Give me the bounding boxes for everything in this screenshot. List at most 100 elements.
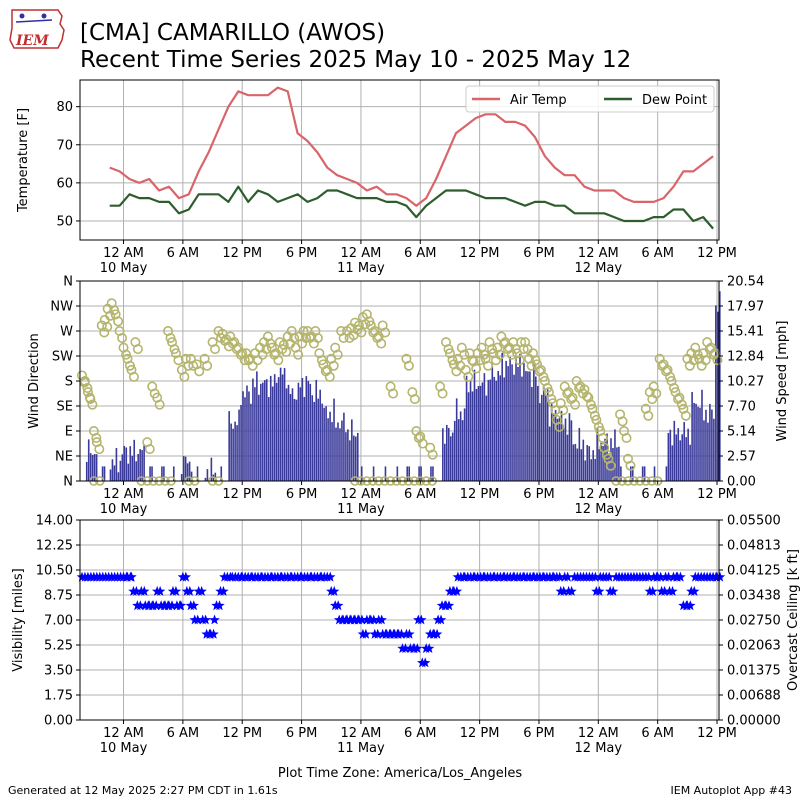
visibility-point — [604, 571, 615, 582]
app-note: IEM Autoplot App #43 — [671, 784, 793, 797]
wind-speed-bar — [533, 364, 535, 481]
wind-speed-bar — [406, 466, 409, 481]
x-tick-label: 6 PM — [523, 246, 554, 261]
y-tick-label: SW — [52, 350, 73, 365]
visibility-point — [332, 600, 344, 611]
visibility-point — [689, 585, 700, 596]
wind-direction-point — [179, 371, 190, 382]
x-tick-label: 6 AM — [404, 246, 437, 261]
wind-speed-bar — [240, 404, 242, 481]
wind-direction-point — [437, 388, 448, 399]
wind-speed-bar — [163, 466, 165, 481]
wind-speed-bar — [453, 420, 456, 481]
y2-tick-label: 0.02063 — [727, 639, 781, 654]
wind-speed-bar — [101, 466, 104, 481]
visibility-point — [558, 585, 569, 596]
wind-speed-bar — [554, 409, 557, 481]
wind-speed-bar — [669, 429, 672, 481]
wind-direction-point — [494, 349, 505, 360]
wind-direction-point — [558, 405, 569, 416]
wind-direction-point — [87, 399, 98, 410]
wind-speed-bar — [558, 417, 561, 481]
wind-speed-bar — [250, 403, 252, 481]
y2-tick-label: 12.84 — [727, 350, 764, 365]
wind-direction-point — [617, 416, 628, 427]
wind-speed-bar — [232, 428, 234, 481]
wind-speed-bar — [246, 385, 248, 481]
wind-speed-bar — [455, 398, 458, 481]
wind-speed-bar — [396, 466, 399, 481]
wind-speed-bar — [277, 377, 280, 481]
visibility-point — [451, 585, 463, 596]
wind-speed-bar — [527, 371, 529, 481]
wind-direction-point — [239, 355, 250, 366]
wind-speed-bar — [519, 353, 521, 481]
y-tick-label: 50 — [56, 214, 73, 229]
wind-speed-bar — [339, 428, 341, 481]
wind-speed-bar — [562, 427, 565, 481]
visibility-point — [643, 571, 654, 582]
wind-speed-bar — [693, 402, 695, 481]
y2-tick-label: 0.04813 — [727, 539, 781, 554]
wind-speed-bar — [679, 440, 682, 481]
x-tick-label: 6 AM — [404, 487, 437, 502]
wind-speed-bar — [711, 409, 713, 481]
wind-speed-bar — [449, 436, 452, 481]
wind-speed-bar — [525, 371, 527, 481]
wind-speed-bar — [457, 419, 460, 481]
visibility-point — [126, 571, 137, 582]
visibility-point — [423, 643, 435, 653]
chart-legend: Air Temp Dew Point — [465, 85, 715, 113]
y-tick-label: NW — [50, 300, 73, 315]
wind-speed-bar — [495, 380, 498, 481]
y-tick-label: SE — [57, 400, 73, 415]
visibility-point — [368, 614, 379, 625]
wind-speed-bar — [535, 376, 537, 481]
wind-speed-bar — [521, 376, 523, 481]
wind-speed-bar — [697, 406, 699, 481]
x-tick-label: 12 PM — [697, 726, 737, 741]
wind-speed-bar — [610, 438, 612, 481]
wind-speed-bar — [548, 426, 551, 481]
wind-speed-bar — [491, 362, 494, 481]
wind-direction-point — [356, 327, 367, 338]
wind-speed-bar — [517, 366, 519, 481]
wind-speed-bar — [582, 439, 585, 481]
wind-speed-bar — [186, 463, 189, 481]
wind-speed-bar — [313, 401, 316, 481]
wind-speed-bar — [141, 450, 143, 481]
visibility-point — [431, 628, 443, 639]
y-tick-label: W — [60, 325, 73, 340]
legend-entry: Dew Point — [642, 93, 707, 108]
wind-speed-bar — [360, 466, 363, 481]
wind-direction-point — [471, 363, 482, 374]
visibility-point — [208, 628, 219, 639]
wind-speed-bar — [111, 459, 114, 481]
wind-direction-point — [605, 460, 616, 471]
y2-tick-label: 0.00688 — [727, 689, 781, 704]
x-tick-label: 12 PM — [697, 487, 737, 502]
wind-speed-bar — [602, 445, 604, 481]
visibility-point — [175, 600, 187, 611]
wind-direction-point — [403, 360, 414, 371]
wind-speed-bar — [552, 413, 555, 481]
wind-speed-bar — [285, 388, 288, 481]
wind-direction-point — [132, 344, 143, 355]
wind-speed-bar — [667, 432, 670, 481]
wind-speed-bar — [115, 447, 118, 481]
wind-speed-bar — [408, 466, 411, 481]
wind-speed-bar — [331, 422, 333, 481]
wind-speed-bar — [550, 402, 553, 481]
generated-note: Generated at 12 May 2025 2:27 PM CDT in … — [8, 784, 278, 797]
wind-speed-bar — [291, 388, 294, 481]
x-tick-label: 6 AM — [641, 487, 674, 502]
dew-point-series-line — [109, 185, 714, 230]
wind-speed-bar — [444, 443, 446, 481]
plot-frame — [79, 79, 720, 241]
visibility-point — [400, 643, 411, 653]
wind-speed-bar — [349, 440, 351, 481]
x-date-label: 12 May — [575, 502, 623, 517]
visibility-point — [139, 585, 150, 596]
wind-speed-bar — [513, 374, 515, 481]
wind-speed-bar — [125, 447, 128, 481]
